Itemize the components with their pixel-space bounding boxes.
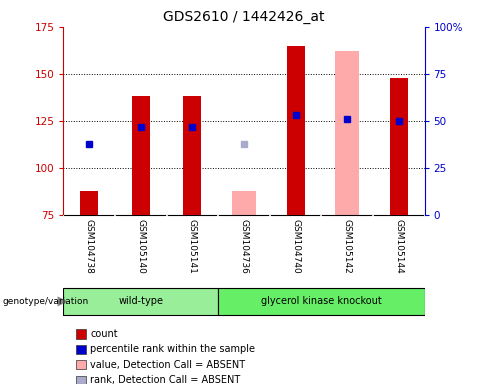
Bar bbox=[80, 190, 98, 215]
Text: GSM105144: GSM105144 bbox=[394, 218, 403, 273]
Text: value, Detection Call = ABSENT: value, Detection Call = ABSENT bbox=[90, 360, 245, 370]
Bar bbox=[132, 96, 150, 215]
Text: GSM105142: GSM105142 bbox=[343, 218, 352, 273]
Text: GSM104736: GSM104736 bbox=[240, 218, 248, 273]
Bar bbox=[286, 46, 305, 215]
Bar bbox=[232, 190, 256, 215]
Text: GSM104738: GSM104738 bbox=[85, 218, 94, 273]
Text: genotype/variation: genotype/variation bbox=[2, 297, 89, 306]
Bar bbox=[390, 78, 408, 215]
Text: count: count bbox=[90, 329, 118, 339]
Bar bbox=[335, 51, 359, 215]
Text: glycerol kinase knockout: glycerol kinase knockout bbox=[261, 296, 382, 306]
Bar bbox=[63, 288, 218, 315]
Text: wild-type: wild-type bbox=[118, 296, 163, 306]
Text: GSM104740: GSM104740 bbox=[291, 218, 300, 273]
Polygon shape bbox=[58, 296, 67, 306]
Text: GSM105140: GSM105140 bbox=[136, 218, 145, 273]
Bar bbox=[218, 288, 425, 315]
Text: rank, Detection Call = ABSENT: rank, Detection Call = ABSENT bbox=[90, 375, 241, 384]
Text: percentile rank within the sample: percentile rank within the sample bbox=[90, 344, 255, 354]
Bar bbox=[183, 96, 202, 215]
Text: GSM105141: GSM105141 bbox=[188, 218, 197, 273]
Title: GDS2610 / 1442426_at: GDS2610 / 1442426_at bbox=[163, 10, 325, 25]
